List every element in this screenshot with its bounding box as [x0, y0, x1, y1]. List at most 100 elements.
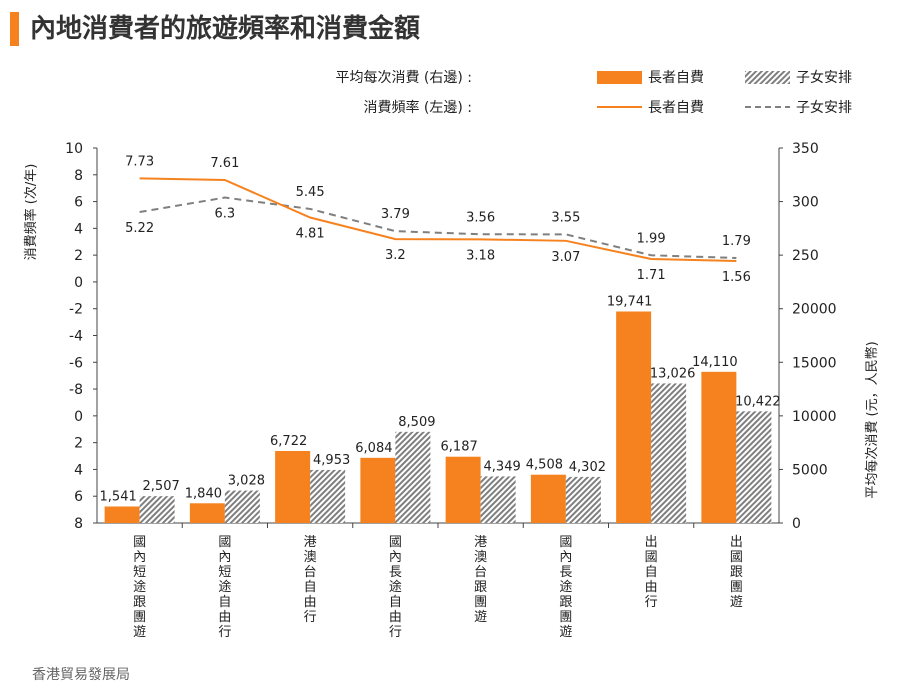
line-child-label: 1.99 — [637, 231, 666, 246]
line-child-label: 3.79 — [381, 207, 410, 222]
category-label: 出國跟團遊 — [730, 535, 743, 610]
line-child-label: 1.79 — [722, 234, 751, 249]
line-self-label: 4.81 — [296, 227, 325, 242]
bar-self-label: 1,541 — [100, 489, 137, 504]
left-tick-label: 4 — [74, 221, 83, 237]
category-label: 國內長途自由行 — [389, 535, 402, 640]
bar-self-label: 19,741 — [607, 294, 653, 309]
line-self-label: 3.07 — [551, 250, 580, 265]
right-tick-label: 15000 — [792, 355, 837, 371]
left-tick-label: -8 — [69, 382, 83, 398]
bar-child-arranged — [651, 383, 687, 523]
left-tick-label: 8 — [74, 168, 83, 184]
line-self-label: 1.56 — [722, 270, 751, 285]
left-tick-label: 2 — [74, 436, 83, 452]
line-self-arranged — [139, 177, 737, 263]
line-child-label: 6.3 — [215, 207, 236, 222]
left-tick-label: 8 — [74, 516, 83, 532]
line-self-label: 3.2 — [385, 248, 406, 263]
legend-swatch-self-bar — [597, 71, 642, 84]
bar-self-label: 6,722 — [270, 434, 307, 449]
category-labels: 國內短途跟團遊 國內短途自由行 港澳台自由行 國內長途自由行 港澳台跟團遊 國內長途跟團遊… — [133, 535, 743, 640]
bar-child-label: 13,026 — [650, 366, 696, 381]
lines — [139, 177, 737, 263]
title-accent-bar — [10, 12, 19, 46]
left-tick-label: -2 — [69, 302, 83, 318]
bar-self-label: 1,840 — [185, 486, 222, 501]
legend: 平均每次消費 (右邊) : 消費頻率 (左邊) : 長者自費 子女安排 長者自費… — [335, 69, 852, 116]
line-self-label: 3.18 — [466, 248, 495, 263]
legend-row-spend-label: 平均每次消費 (右邊) : — [335, 70, 472, 86]
bar-child-arranged — [224, 490, 260, 523]
left-tick-label: 2 — [74, 248, 83, 264]
line-child-label: 5.45 — [296, 185, 325, 200]
bar-self-arranged — [275, 450, 311, 523]
bar-child-arranged — [480, 476, 516, 523]
right-axis-ticks: 350 300 250 20000 15000 10000 5000 0 — [181, 141, 837, 532]
bar-child-arranged — [565, 476, 601, 523]
right-tick-label: 250 — [792, 248, 819, 264]
line-child-arranged — [139, 196, 737, 259]
bar-child-label: 2,507 — [143, 479, 180, 494]
bar-self-label: 4,508 — [526, 458, 563, 473]
line-self-label: 7.61 — [210, 156, 239, 171]
category-label: 出國自由行 — [645, 535, 658, 610]
line-child-label: 5.22 — [125, 221, 154, 236]
bar-self-label: 6,187 — [441, 440, 478, 455]
bars — [104, 311, 772, 523]
category-label: 港澳台自由行 — [304, 535, 317, 625]
page-title: 內地消費者的旅遊頻率和消費金額 — [30, 14, 421, 44]
data-labels: 1,541 1,840 6,722 6,084 6,187 4,508 19,741 14,1… — [100, 154, 781, 504]
bar-child-label: 3,028 — [228, 474, 265, 489]
line-self-label: 1.71 — [637, 268, 666, 283]
bar-child-label: 8,509 — [398, 415, 435, 430]
bar-child-arranged — [139, 496, 175, 523]
bar-self-arranged — [189, 503, 225, 523]
line-child-label: 3.56 — [466, 210, 495, 225]
bar-child-arranged — [736, 411, 772, 523]
left-tick-label: 4 — [74, 462, 83, 478]
right-tick-label: 20000 — [792, 302, 837, 318]
bar-self-arranged — [360, 457, 396, 523]
line-child-label: 3.55 — [551, 210, 580, 225]
left-tick-label: 10 — [65, 141, 83, 157]
bar-self-arranged — [530, 474, 566, 523]
left-tick-label: 6 — [74, 489, 83, 505]
left-tick-label: -6 — [69, 355, 83, 371]
bar-self-arranged — [701, 371, 737, 523]
left-tick-label: 6 — [74, 195, 83, 211]
right-tick-label: 300 — [792, 195, 819, 211]
bar-child-label: 4,953 — [313, 453, 350, 468]
right-tick-label: 10000 — [792, 409, 837, 425]
left-tick-label: 0 — [74, 275, 83, 291]
right-axis-title: 平均每次消費 (元，人民幣) — [864, 341, 880, 498]
bar-child-label: 10,422 — [735, 394, 781, 409]
legend-row-frequency-label: 消費頻率 (左邊) : — [363, 99, 472, 116]
bar-self-arranged — [104, 506, 140, 523]
legend-label-self-line: 長者自費 — [648, 100, 704, 116]
bar-child-label: 4,349 — [484, 459, 521, 474]
legend-label-child-bar: 子女安排 — [796, 69, 852, 86]
right-tick-label: 0 — [792, 516, 801, 532]
legend-label-child-line: 子女安排 — [796, 99, 852, 116]
bar-self-label: 14,110 — [692, 355, 738, 370]
footer-source: 香港貿易發展局 — [32, 667, 130, 683]
bar-self-arranged — [616, 311, 652, 523]
bar-self-label: 6,084 — [355, 441, 392, 456]
legend-label-self-bar: 長者自費 — [648, 70, 704, 86]
line-self-label: 7.73 — [125, 154, 154, 169]
left-tick-label: -4 — [69, 329, 83, 345]
bar-child-arranged — [395, 431, 431, 523]
bar-child-label: 4,302 — [569, 460, 606, 475]
bar-self-arranged — [445, 456, 481, 523]
right-tick-label: 350 — [792, 141, 819, 157]
legend-swatch-child-bar — [745, 71, 790, 84]
category-label: 國內長途跟團遊 — [559, 535, 572, 640]
category-label: 國內短途跟團遊 — [133, 535, 146, 640]
category-label: 港澳台跟團遊 — [474, 535, 487, 625]
left-axis-title: 消費頻率 (次/年) — [23, 164, 39, 261]
bar-child-arranged — [310, 469, 346, 523]
left-tick-label: 0 — [74, 409, 83, 425]
category-label: 國內短途自由行 — [218, 535, 231, 640]
